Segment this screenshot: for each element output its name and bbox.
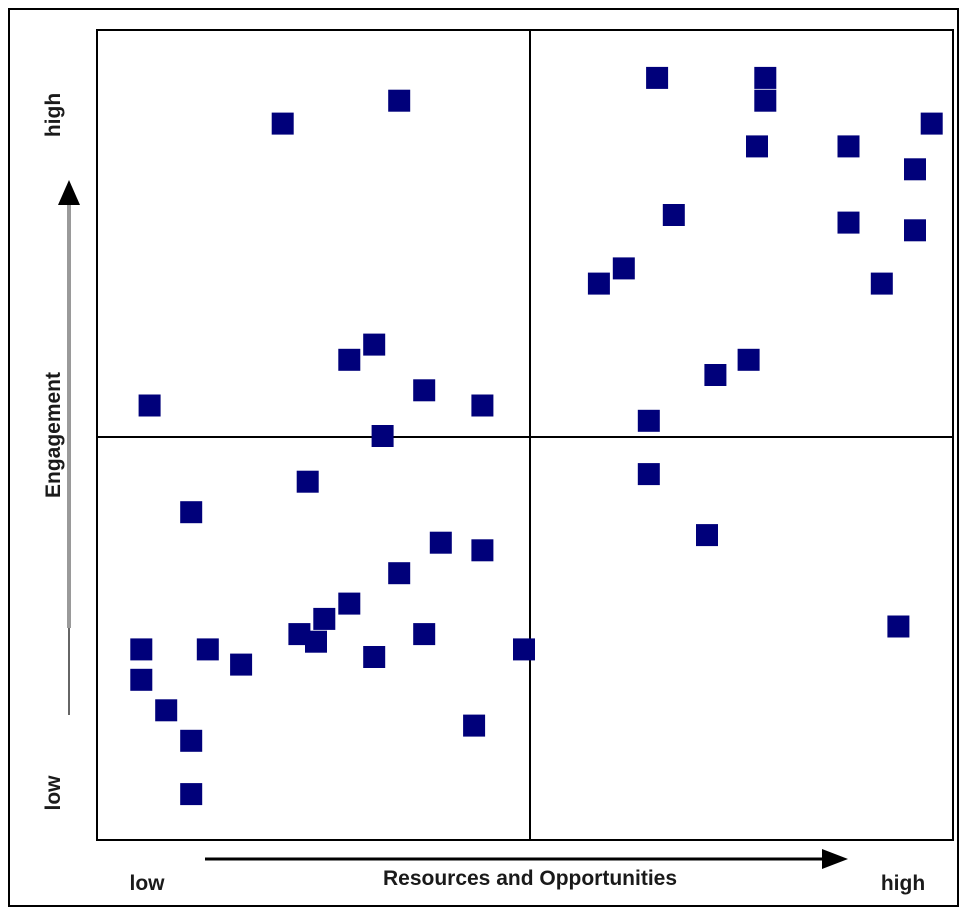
data-point-30 (429, 531, 452, 554)
data-point-42 (130, 668, 153, 691)
x-axis-arrow (205, 849, 848, 869)
y-axis-title: Engagement (42, 372, 65, 498)
data-point-5 (363, 333, 386, 356)
data-point-3 (388, 89, 411, 112)
data-point-24 (637, 409, 660, 432)
chart-frame (8, 8, 959, 907)
plot-area-border (96, 29, 954, 841)
data-point-37 (413, 623, 436, 646)
data-point-41 (130, 638, 153, 661)
data-point-20 (587, 272, 610, 295)
data-point-6 (413, 379, 436, 402)
data-point-46 (513, 638, 535, 661)
data-point-1 (138, 394, 161, 417)
data-points (130, 66, 943, 806)
data-point-13 (837, 135, 860, 158)
data-point-28 (296, 470, 319, 493)
data-point-17 (837, 211, 860, 234)
data-point-29 (180, 501, 203, 524)
data-point-45 (463, 714, 486, 737)
x-axis-title: Resources and Opportunities (383, 867, 677, 890)
data-point-34 (313, 607, 336, 630)
data-point-12 (746, 135, 768, 158)
data-point-9 (646, 66, 669, 89)
data-point-4 (338, 348, 361, 371)
data-point-33 (338, 592, 361, 615)
data-point-26 (696, 524, 718, 547)
data-point-47 (180, 783, 203, 806)
data-point-10 (754, 66, 777, 89)
data-point-18 (904, 219, 926, 242)
data-point-32 (388, 562, 411, 585)
data-point-21 (870, 272, 893, 295)
x-high-label: high (881, 872, 925, 895)
data-point-8 (371, 425, 394, 447)
y-high-label: high (42, 93, 65, 137)
data-point-40 (230, 653, 253, 676)
x-low-label: low (130, 872, 166, 895)
data-point-25 (637, 463, 660, 486)
data-point-15 (904, 158, 926, 181)
data-point-39 (196, 638, 219, 661)
data-point-23 (704, 364, 727, 386)
data-point-14 (920, 112, 943, 135)
y-low-label: low (42, 775, 65, 811)
data-point-16 (662, 204, 685, 226)
data-point-2 (271, 112, 294, 135)
data-point-38 (363, 646, 386, 668)
y-axis-arrow (58, 180, 80, 715)
data-point-27 (887, 615, 910, 638)
data-point-43 (155, 699, 178, 722)
data-point-22 (737, 348, 760, 371)
data-point-31 (471, 539, 494, 562)
data-point-19 (612, 257, 635, 280)
data-point-44 (180, 729, 203, 752)
data-point-7 (471, 394, 494, 417)
data-point-36 (305, 630, 327, 653)
data-point-35 (288, 623, 311, 646)
data-point-11 (754, 89, 777, 112)
